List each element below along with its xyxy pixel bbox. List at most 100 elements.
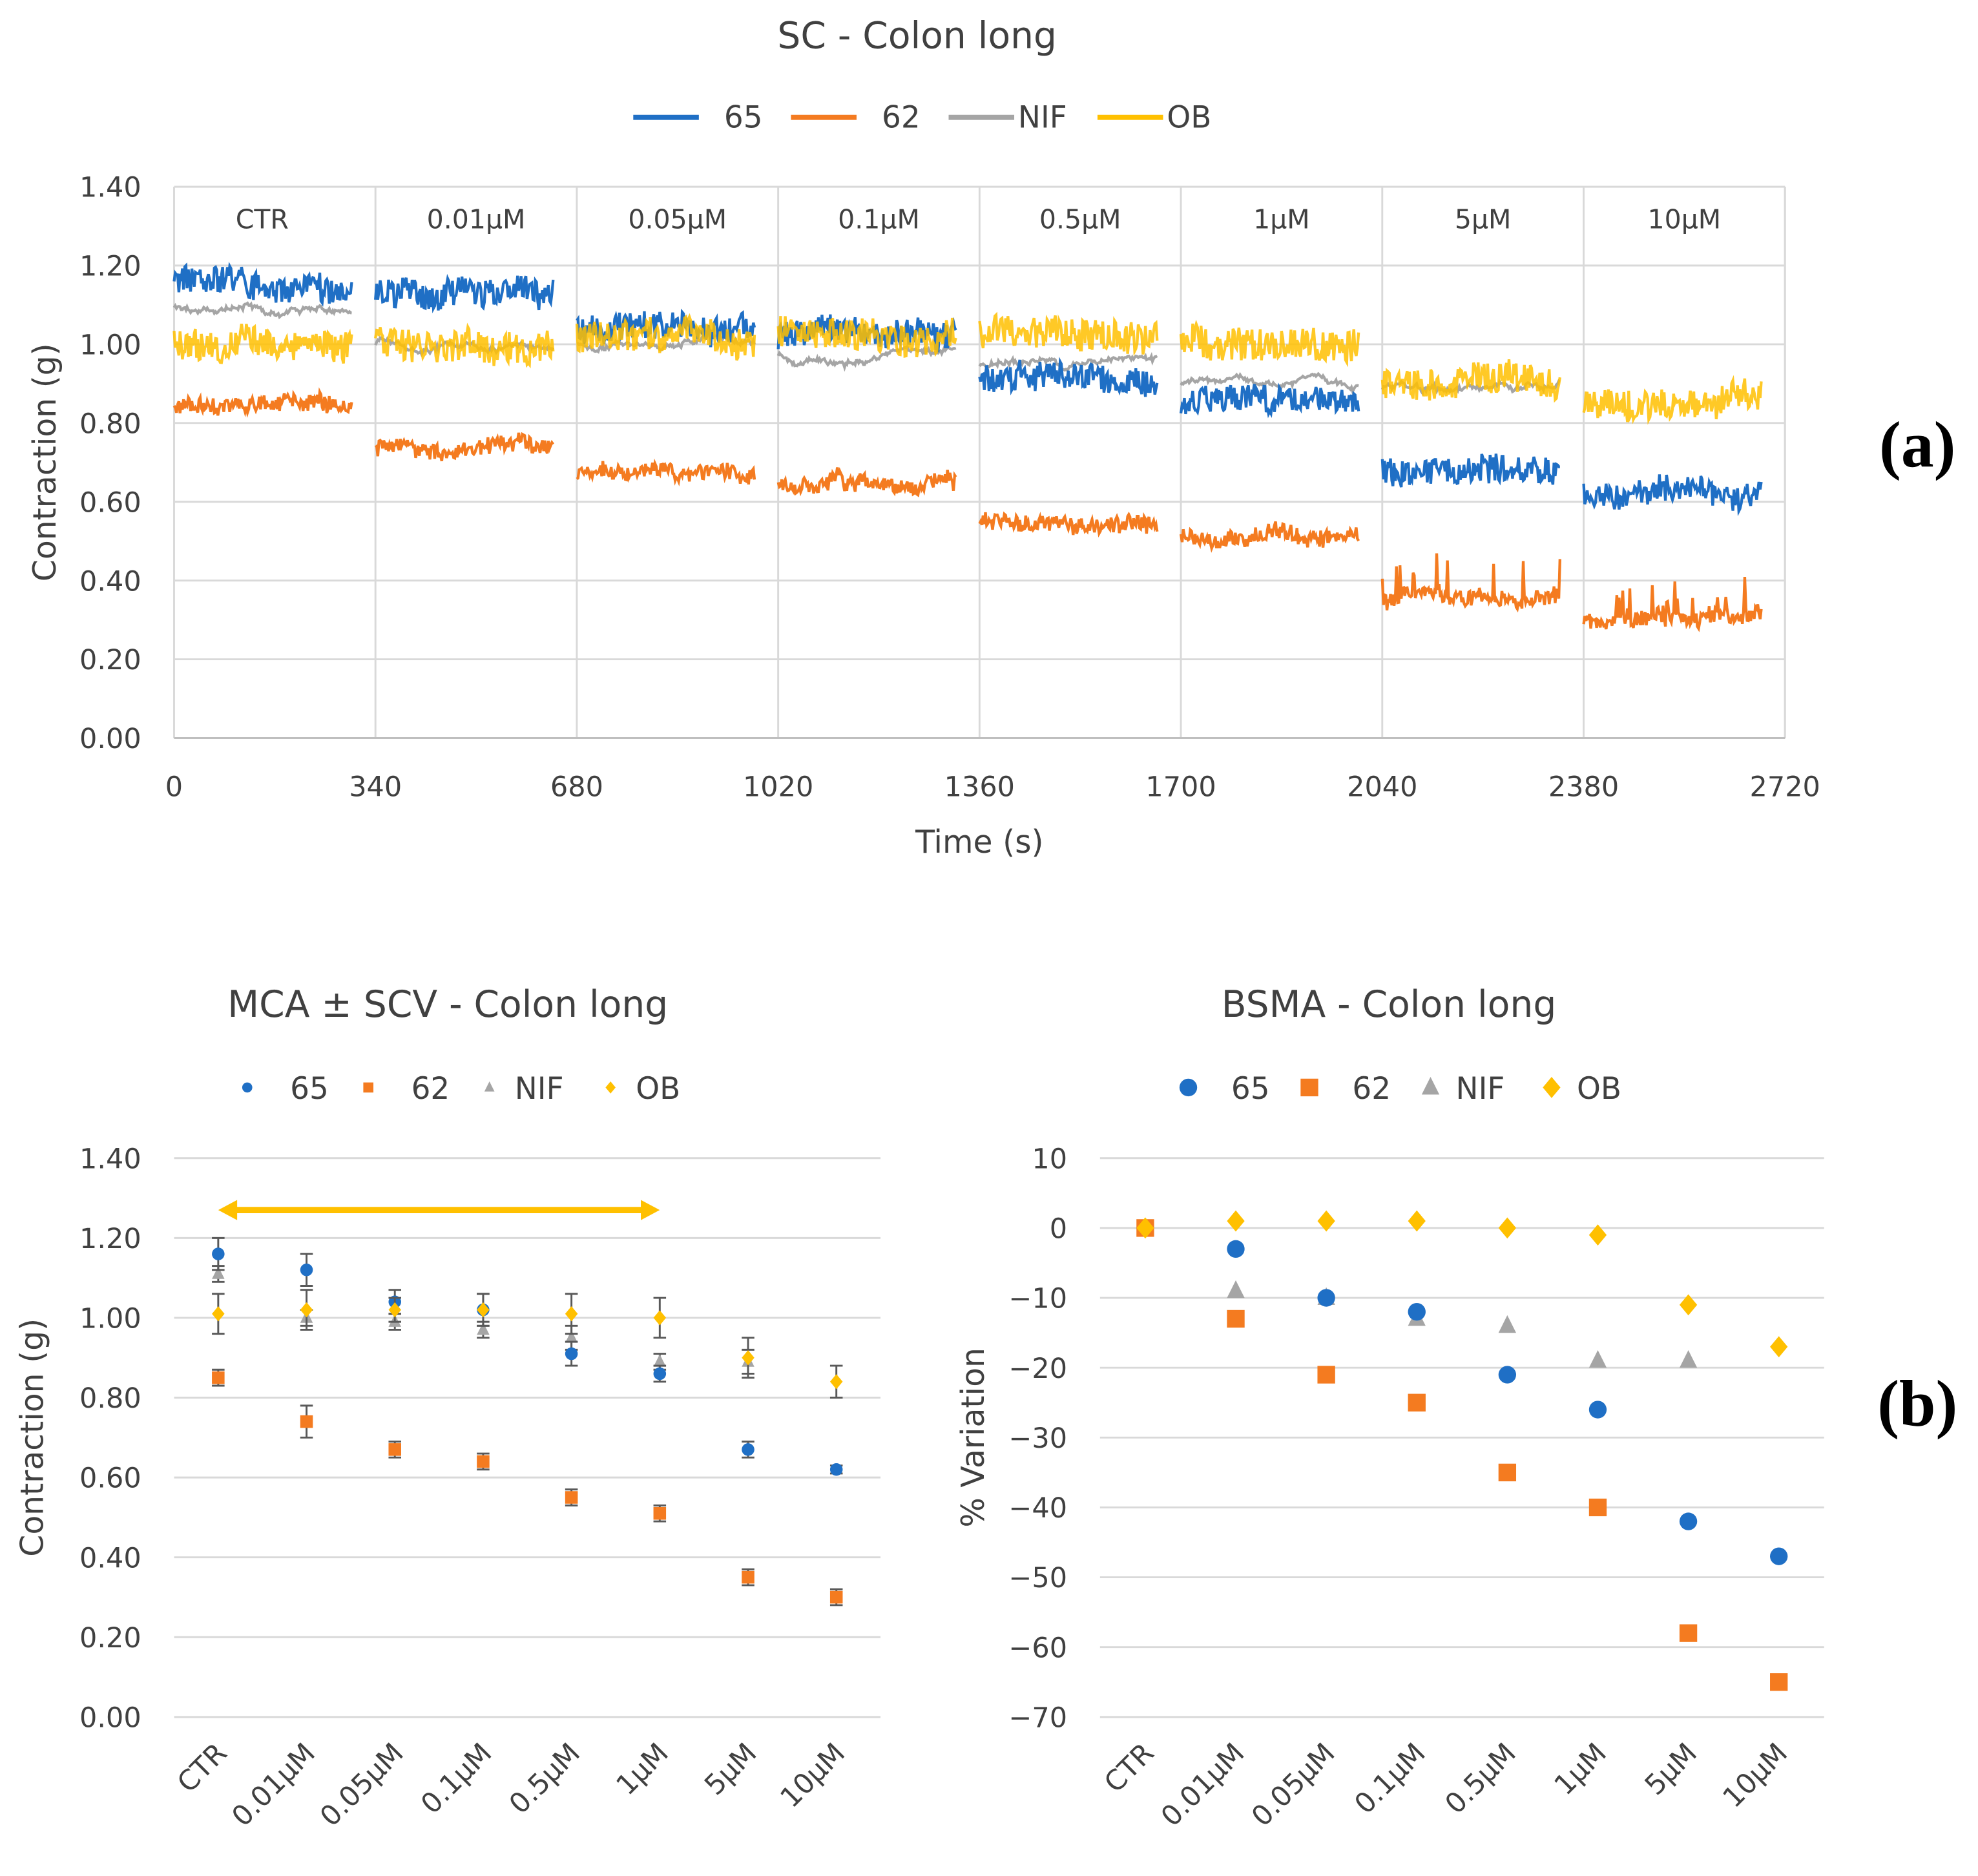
series-line-62	[978, 511, 1159, 538]
data-point-62	[300, 1415, 313, 1428]
y-tick-label: 0.00	[79, 1702, 141, 1734]
x-tick-label: CTR	[171, 1737, 233, 1799]
x-tick-label: 10µM	[775, 1737, 852, 1815]
legend-label-65: 65	[290, 1072, 329, 1107]
y-tick-label: −70	[1008, 1702, 1067, 1734]
y-tick-label: 1.00	[79, 329, 141, 362]
data-point-NIF	[1498, 1315, 1517, 1333]
data-point-OB	[477, 1302, 490, 1318]
x-tick-label: 2040	[1347, 771, 1417, 803]
data-point-OB	[1136, 1217, 1154, 1239]
data-point-65	[1770, 1547, 1788, 1565]
y-tick-label: 0.80	[79, 1382, 141, 1415]
legend-marker-65	[242, 1082, 253, 1093]
series-line-65	[1380, 453, 1560, 488]
series-line-OB	[1582, 375, 1763, 425]
data-point-65	[1498, 1366, 1517, 1384]
y-tick-label: −10	[1008, 1283, 1067, 1315]
data-point-65	[742, 1443, 755, 1456]
x-tick-label: 1700	[1145, 771, 1216, 803]
legend-marker-62	[363, 1082, 374, 1093]
panel-label-b: (b)	[1877, 1368, 1957, 1440]
data-point-NIF	[212, 1266, 225, 1279]
series-line-NIF	[978, 351, 1158, 373]
segment-label: CTR	[236, 204, 289, 235]
series-line-OB	[1179, 319, 1360, 368]
series-line-65	[1179, 382, 1360, 419]
y-tick-label: −60	[1008, 1632, 1067, 1664]
data-point-NIF	[565, 1330, 578, 1343]
series-line-NIF	[172, 301, 352, 320]
x-tick-label: 0.05µM	[314, 1737, 410, 1833]
y-tick-label: 0.80	[79, 408, 141, 440]
data-point-OB	[1408, 1210, 1426, 1232]
x-tick-label: 680	[550, 771, 603, 803]
data-point-OB	[1227, 1210, 1245, 1232]
data-point-62	[1408, 1393, 1426, 1412]
data-point-62	[388, 1443, 401, 1456]
data-point-65	[1317, 1289, 1335, 1307]
x-tick-label: 1360	[944, 771, 1015, 803]
y-tick-label: 0.20	[79, 644, 141, 676]
data-point-65	[565, 1347, 578, 1360]
legend-label-OB: OB	[1167, 100, 1211, 135]
segment-label: 0.01µM	[427, 204, 526, 235]
data-point-65	[300, 1264, 313, 1277]
x-tick-label: 0.1µM	[1348, 1737, 1431, 1820]
data-point-62	[565, 1491, 578, 1504]
legend-label-OB: OB	[1577, 1072, 1621, 1107]
y-axis-title: Contraction (g)	[14, 1318, 50, 1557]
data-point-62	[1679, 1624, 1698, 1642]
series-line-65	[172, 262, 353, 307]
series-line-OB	[374, 322, 555, 369]
legend-marker-NIF	[484, 1081, 495, 1092]
x-tick-label: 5µM	[698, 1737, 763, 1802]
series-line-OB	[1380, 359, 1561, 403]
data-point-65	[1588, 1401, 1607, 1419]
segment-label: 5µM	[1455, 204, 1512, 235]
x-tick-label: 1µM	[610, 1737, 675, 1802]
series-line-OB	[575, 313, 756, 361]
series-line-62	[1380, 553, 1561, 613]
series-line-62	[1582, 577, 1763, 632]
x-tick-label: 1020	[743, 771, 813, 803]
legend-label-NIF: NIF	[1456, 1072, 1505, 1107]
y-tick-label: 1.40	[79, 1143, 141, 1175]
data-point-OB	[300, 1302, 313, 1318]
data-point-65	[1679, 1512, 1698, 1530]
x-tick-label: 0.05µM	[1245, 1737, 1342, 1833]
panel-label-a: (a)	[1879, 409, 1955, 481]
data-point-OB	[212, 1306, 225, 1322]
data-point-62	[742, 1570, 755, 1584]
y-axis-title: Contraction (g)	[26, 343, 63, 581]
legend-marker-65	[1179, 1078, 1198, 1097]
legend-label-65: 65	[1231, 1072, 1270, 1107]
data-point-NIF	[653, 1354, 667, 1367]
segment-label: 0.1µM	[838, 204, 920, 235]
data-point-65	[212, 1247, 225, 1260]
data-point-62	[829, 1590, 843, 1604]
chart-a: 0.00 0.20 0.40 0.60 0.80 1.00 1.20 1.40 0 340 680 1…	[26, 100, 1820, 860]
series-line-NIF	[776, 344, 957, 372]
x-tick-label: 1µM	[1548, 1737, 1613, 1802]
legend-marker-62	[1300, 1078, 1318, 1097]
data-point-NIF	[1227, 1280, 1245, 1298]
data-point-OB	[653, 1310, 667, 1326]
x-tick-label: 5µM	[1639, 1737, 1703, 1802]
y-tick-label: 1.20	[79, 1223, 141, 1255]
data-point-OB	[829, 1374, 843, 1390]
x-tick-label: CTR	[1098, 1737, 1160, 1799]
data-point-OB	[1770, 1336, 1788, 1358]
chart-b1-title: MCA ± SCV - Colon long	[227, 983, 668, 1026]
legend-marker-OB	[605, 1081, 616, 1094]
legend-label-62: 62	[882, 100, 921, 135]
legend-label-62: 62	[411, 1072, 450, 1107]
x-tick-label: 0	[165, 771, 183, 803]
series-line-65	[374, 273, 555, 314]
data-point-65	[653, 1367, 667, 1381]
legend-marker-OB	[1543, 1077, 1561, 1098]
legend-label-65: 65	[724, 100, 763, 135]
data-point-62	[1317, 1366, 1335, 1384]
